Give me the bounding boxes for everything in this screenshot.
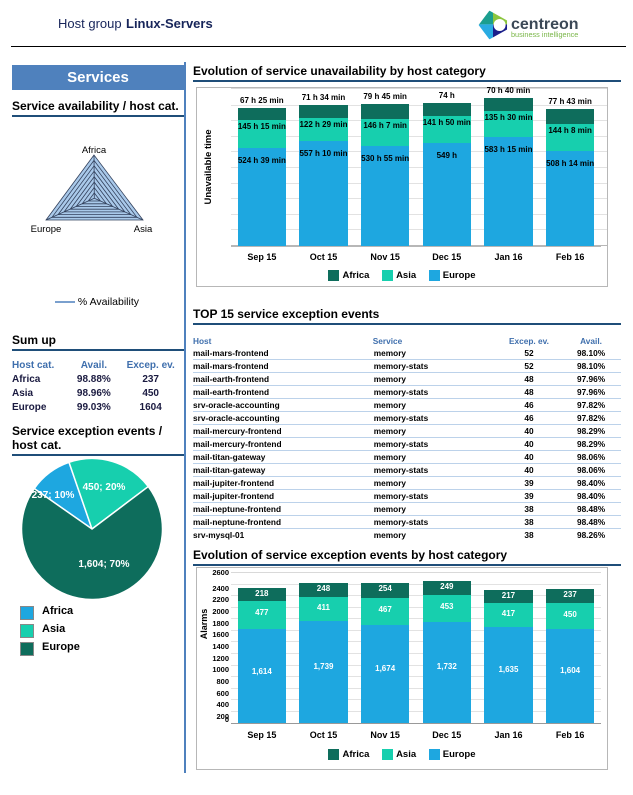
svg-text:450; 20%: 450; 20%	[83, 482, 126, 493]
svg-text:237; 10%: 237; 10%	[32, 490, 75, 501]
svg-text:Europe: Europe	[31, 224, 62, 235]
svg-text:Africa: Africa	[82, 145, 107, 156]
svg-text:Asia: Asia	[134, 224, 153, 235]
svg-text:1,604; 70%: 1,604; 70%	[78, 559, 129, 570]
